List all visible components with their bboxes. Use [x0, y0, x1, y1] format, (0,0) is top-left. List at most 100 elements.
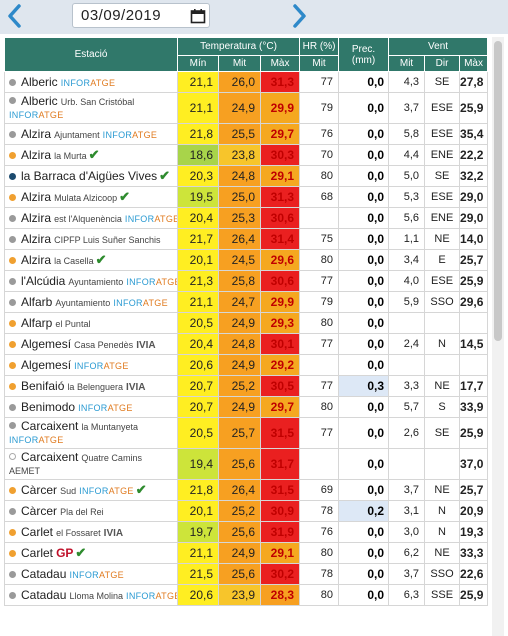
station-cell[interactable]: Alberic INFORATGE	[4, 71, 178, 93]
station-name[interactable]: Alzira	[21, 211, 52, 225]
station-name[interactable]: Alberic	[21, 75, 58, 89]
table-row[interactable]: Alzira la Casella ✔ 20,1 24,5 29,6 80 0,0 3,4 E 2…	[4, 249, 489, 271]
station-name[interactable]: Catadau	[21, 588, 67, 602]
temp-max-cell: 31,3	[259, 71, 301, 93]
table-row[interactable]: Alfarp el Puntal 20,5 24,9 29,3 80 0,0	[4, 312, 489, 334]
table-row[interactable]: Catadau Lloma Molina INFORATGE20,623,928…	[4, 584, 489, 606]
station-cell[interactable]: Alberic Urb. San Cristóbal INFORATGE	[4, 92, 178, 124]
header-humidity[interactable]: HR (%)	[299, 37, 340, 56]
station-cell[interactable]: Alzira CIPFP Luis Suñer Sanchis	[4, 228, 178, 250]
calendar-icon[interactable]	[190, 8, 206, 24]
header-temperature[interactable]: Temperatura (°C)	[176, 37, 301, 56]
station-cell[interactable]: Carlet GP ✔	[4, 542, 178, 564]
station-status-dot-icon	[9, 256, 16, 264]
table-row[interactable]: Catadau INFORATGE 21,5 25,6 30,2 78 0,0 3,7 SSO…	[4, 563, 489, 585]
header-wind-max[interactable]: Màx	[459, 55, 489, 72]
station-name[interactable]: Carcaixent	[21, 449, 79, 464]
scrollbar-thumb[interactable]	[494, 41, 502, 341]
station-name[interactable]: Alzira	[21, 127, 52, 141]
station-cell[interactable]: Alfarb Ayuntamiento INFORATGE	[4, 291, 178, 313]
table-row[interactable]: Algemesí INFORATGE 20,6 24,9 29,2 0,0	[4, 354, 489, 376]
table-row[interactable]: Carcaixent la Muntanyeta INFORATGE 20,5 25…	[4, 417, 489, 449]
station-cell[interactable]: Catadau Lloma Molina INFORATGE	[4, 584, 178, 606]
station-cell[interactable]: Algemesí Casa Penedès IVIA	[4, 333, 178, 355]
station-cell[interactable]: Benimodo INFORATGE	[4, 396, 178, 418]
table-row[interactable]: Càrcer Sud INFORATGE ✔ 21,8 26,4 31,5 69 0,0 3,…	[4, 479, 489, 501]
station-cell[interactable]: Alzira est l'Alquenència INFORATGE	[4, 207, 178, 229]
station-cell[interactable]: Carcaixent la Muntanyeta INFORATGE	[4, 417, 178, 449]
station-cell[interactable]: Càrcer Sud INFORATGE ✔	[4, 479, 178, 501]
header-wind-mit[interactable]: Mit	[388, 55, 426, 72]
next-day-arrow-icon[interactable]	[286, 2, 312, 30]
table-row[interactable]: Carlet el Fossaret IVIA 19,7 25,6 31,9 76 0,0…	[4, 521, 489, 543]
header-wind[interactable]: Vent	[388, 37, 489, 56]
temp-min-cell: 18,6	[177, 144, 219, 166]
table-row[interactable]: Alzira Mulata Alzicoop ✔ 19,5 25,0 31,3 68 0,0…	[4, 186, 489, 208]
table-row[interactable]: Alfarb Ayuntamiento INFORATGE 21,1 24,7 29,…	[4, 291, 489, 313]
station-cell[interactable]: Catadau INFORATGE	[4, 563, 178, 585]
humidity-cell: 79	[299, 291, 340, 313]
header-temp-mit[interactable]: Mit	[218, 55, 261, 72]
table-row[interactable]: Benifaió la Belenguera IVIA 20,7 25,2 30,5 7…	[4, 375, 489, 397]
station-name[interactable]: Alzira	[21, 253, 52, 267]
station-cell[interactable]: Benifaió la Belenguera IVIA	[4, 375, 178, 397]
station-cell[interactable]: l'Alcúdia Ayuntamiento INFORATGE	[4, 270, 178, 292]
header-station[interactable]: Estació	[4, 37, 178, 72]
temp-mit-cell: 25,3	[218, 207, 261, 229]
header-wind-dir[interactable]: Dir	[424, 55, 461, 72]
table-row[interactable]: Alzira Ajuntament INFORATGE 21,8 25,5 29,7 7…	[4, 123, 489, 145]
station-name[interactable]: Alzira	[21, 232, 52, 246]
humidity-cell: 76	[299, 123, 340, 145]
table-row[interactable]: Carcaixent Quatre Camins AEMET 19,4 25,6 31,…	[4, 448, 489, 480]
table-row[interactable]: Alberic INFORATGE 21,1 26,0 31,3 77 0,0 4,3 SE 2…	[4, 71, 489, 93]
station-name[interactable]: l'Alcúdia	[21, 274, 66, 288]
header-temp-max[interactable]: Màx	[259, 55, 301, 72]
station-name[interactable]: Carlet	[21, 546, 54, 560]
station-name[interactable]: la Barraca d'Aigües Vives	[21, 169, 158, 183]
table-row[interactable]: Algemesí Casa Penedès IVIA 20,4 24,8 30,1 77…	[4, 333, 489, 355]
table-row[interactable]: Alzira CIPFP Luis Suñer Sanchis 21,7 26,4 3…	[4, 228, 489, 250]
station-cell[interactable]: Carlet el Fossaret IVIA	[4, 521, 178, 543]
table-row[interactable]: la Barraca d'Aigües Vives ✔ 20,3 24,8 29,1 80…	[4, 165, 489, 187]
station-cell[interactable]: Algemesí INFORATGE	[4, 354, 178, 376]
table-row[interactable]: Alzira la Murta ✔ 18,6 23,8 30,3 70 0,0 4,4 ENE 2…	[4, 144, 489, 166]
table-row[interactable]: Benimodo INFORATGE 20,7 24,9 29,7 80 0,0 5,7 S 3…	[4, 396, 489, 418]
table-row[interactable]: Alberic Urb. San Cristóbal INFORATGE 21,1…	[4, 92, 489, 124]
header-temp-min[interactable]: Mín	[177, 55, 219, 72]
previous-day-arrow-icon[interactable]	[2, 2, 28, 30]
station-name[interactable]: Càrcer	[21, 483, 58, 497]
temp-max-cell: 30,3	[259, 144, 301, 166]
vertical-scrollbar[interactable]	[492, 37, 504, 636]
station-name[interactable]: Alberic	[21, 93, 58, 108]
header-precipitation[interactable]: Prec. (mm)	[338, 37, 390, 72]
wind-max-cell: 27,8	[459, 71, 489, 93]
station-cell[interactable]: Càrcer Pla del Rei	[4, 500, 178, 522]
table-row[interactable]: l'Alcúdia Ayuntamiento INFORATGE21,325,8…	[4, 270, 489, 292]
table-row[interactable]: Alzira est l'Alquenència INFORATGE 20,4 25…	[4, 207, 489, 229]
station-cell[interactable]: Alfarp el Puntal	[4, 312, 178, 334]
station-name[interactable]: Benifaió	[21, 379, 65, 393]
station-status-dot-icon	[9, 422, 16, 430]
station-name[interactable]: Algemesí	[21, 337, 72, 351]
station-cell[interactable]: Alzira la Casella ✔	[4, 249, 178, 271]
header-hr-mit[interactable]: Mit	[299, 55, 340, 72]
station-cell[interactable]: Alzira Ajuntament INFORATGE	[4, 123, 178, 145]
station-name[interactable]: Algemesí	[21, 358, 72, 372]
station-name[interactable]: Benimodo	[21, 400, 76, 414]
station-name[interactable]: Alzira	[21, 190, 52, 204]
station-cell[interactable]: Alzira Mulata Alzicoop ✔	[4, 186, 178, 208]
station-cell[interactable]: Carcaixent Quatre Camins AEMET	[4, 448, 178, 480]
station-name[interactable]: Carlet	[21, 525, 54, 539]
station-name[interactable]: Alfarb	[21, 295, 53, 309]
station-name[interactable]: Alzira	[21, 148, 52, 162]
station-name[interactable]: Alfarp	[21, 316, 53, 330]
table-row[interactable]: Carlet GP ✔ 21,1 24,9 29,1 80 0,0 6,2 NE 33,3	[4, 542, 489, 564]
date-input[interactable]: 03/09/2019	[72, 3, 210, 28]
station-name[interactable]: Càrcer	[21, 504, 58, 518]
station-cell[interactable]: la Barraca d'Aigües Vives ✔	[4, 165, 178, 187]
station-cell[interactable]: Alzira la Murta ✔	[4, 144, 178, 166]
station-name[interactable]: Catadau	[21, 567, 67, 581]
table-row[interactable]: Càrcer Pla del Rei 20,1 25,2 30,9 78 0,2 3,1 N 2…	[4, 500, 489, 522]
precipitation-cell: 0,0	[338, 144, 390, 166]
station-name[interactable]: Carcaixent	[21, 418, 79, 433]
